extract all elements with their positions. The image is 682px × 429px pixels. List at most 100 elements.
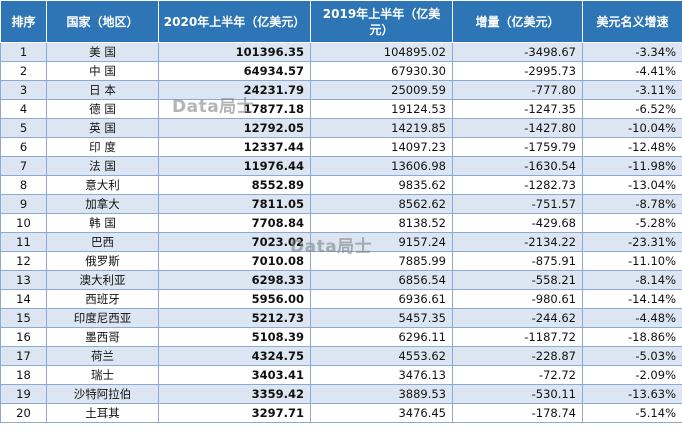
growth-cell: -18.86% [582,327,682,347]
value-2020-cell: 7811.05 [158,194,311,214]
rank-cell: 3 [0,80,47,100]
header-country: 国家（地区） [46,0,159,43]
value-2020-cell: 12792.05 [158,118,311,138]
growth-cell: -11.10% [582,251,682,271]
country-cell: 瑞士 [46,365,159,385]
country-cell: 西班牙 [46,289,159,309]
rank-cell: 9 [0,194,47,214]
value-2020-cell: 5108.39 [158,327,311,347]
watermark: Data局士 [172,97,255,117]
growth-cell: -4.48% [582,308,682,328]
value-2019-cell: 25009.59 [310,80,453,100]
increase-cell: -1187.72 [452,327,583,347]
table-row: 18 瑞士 3403.41 3476.13 -72.72 -2.09% [0,365,682,385]
value-2020-cell: 7010.08 [158,251,311,271]
table-row: 14 西班牙 5956.00 6936.61 -980.61 -14.14% [0,289,682,309]
value-2020-cell: 7023.02 [158,232,311,252]
increase-cell: -980.61 [452,289,583,309]
rank-cell: 19 [0,384,47,404]
header-increase: 增量（亿美元） [452,0,583,43]
country-cell: 德 国 [46,99,159,119]
table-row: 11 巴西 7023.02 9157.24 -2134.22 -23.31% [0,232,682,252]
country-cell: 法 国 [46,156,159,176]
value-2019-cell: 8562.62 [310,194,453,214]
country-cell: 印 度 [46,137,159,157]
country-cell: 中 国 [46,61,159,81]
country-cell: 巴西 [46,232,159,252]
growth-cell: -8.78% [582,194,682,214]
table-row: 17 荷兰 4324.75 4553.62 -228.87 -5.03% [0,346,682,366]
growth-cell: -13.04% [582,175,682,195]
rank-cell: 2 [0,61,47,81]
growth-cell: -5.28% [582,213,682,233]
watermark: Data局士 [290,237,373,257]
value-2019-cell: 6936.61 [310,289,453,309]
increase-cell: -875.91 [452,251,583,271]
increase-cell: -228.87 [452,346,583,366]
value-2019-cell: 14219.85 [310,118,453,138]
value-2020-cell: 12337.44 [158,137,311,157]
value-2020-cell: 5956.00 [158,289,311,309]
increase-cell: -1282.73 [452,175,583,195]
table-row: 19 沙特阿拉伯 3359.42 3889.53 -530.11 -13.63% [0,384,682,404]
value-2019-cell: 6296.11 [310,327,453,347]
country-cell: 英 国 [46,118,159,138]
increase-cell: -244.62 [452,308,583,328]
increase-cell: -1630.54 [452,156,583,176]
growth-cell: -14.14% [582,289,682,309]
country-cell: 印度尼西亚 [46,308,159,328]
country-cell: 墨西哥 [46,327,159,347]
rank-cell: 1 [0,42,47,62]
increase-cell: -530.11 [452,384,583,404]
increase-cell: -1759.79 [452,137,583,157]
table-row: 10 韩 国 7708.84 8138.52 -429.68 -5.28% [0,213,682,233]
rank-cell: 13 [0,270,47,290]
growth-cell: -23.31% [582,232,682,252]
value-2020-cell: 17877.18 [158,99,311,119]
header-2020: 2020年上半年（亿美元） [158,0,311,43]
rank-cell: 10 [0,213,47,233]
table-row: 20 土耳其 3297.71 3476.45 -178.74 -5.14% [0,403,682,423]
increase-cell: -3498.67 [452,42,583,62]
increase-cell: -178.74 [452,403,583,423]
value-2019-cell: 3476.13 [310,365,453,385]
value-2019-cell: 67930.30 [310,61,453,81]
country-cell: 美 国 [46,42,159,62]
value-2019-cell: 5457.35 [310,308,453,328]
table-row: 12 俄罗斯 7010.08 7885.99 -875.91 -11.10% [0,251,682,271]
header-rank: 排序 [0,0,47,43]
value-2020-cell: 4324.75 [158,346,311,366]
rank-cell: 15 [0,308,47,328]
value-2020-cell: 3297.71 [158,403,311,423]
growth-cell: -2.09% [582,365,682,385]
value-2019-cell: 13606.98 [310,156,453,176]
growth-cell: -3.34% [582,42,682,62]
value-2020-cell: 101396.35 [158,42,311,62]
value-2019-cell: 19124.53 [310,99,453,119]
country-cell: 俄罗斯 [46,251,159,271]
value-2019-cell: 9835.62 [310,175,453,195]
increase-cell: -2134.22 [452,232,583,252]
table-row: 16 墨西哥 5108.39 6296.11 -1187.72 -18.86% [0,327,682,347]
rank-cell: 17 [0,346,47,366]
rank-cell: 6 [0,137,47,157]
table-row: 15 印度尼西亚 5212.73 5457.35 -244.62 -4.48% [0,308,682,328]
country-cell: 沙特阿拉伯 [46,384,159,404]
value-2020-cell: 6298.33 [158,270,311,290]
increase-cell: -558.21 [452,270,583,290]
value-2020-cell: 24231.79 [158,80,311,100]
increase-cell: -1427.80 [452,118,583,138]
rank-cell: 4 [0,99,47,119]
value-2020-cell: 3403.41 [158,365,311,385]
growth-cell: -5.14% [582,403,682,423]
header-2019: 2019年上半年（亿美元） [310,0,453,43]
country-cell: 加拿大 [46,194,159,214]
increase-cell: -2995.73 [452,61,583,81]
header-growth: 美元名义增速 [582,0,682,43]
value-2020-cell: 5212.73 [158,308,311,328]
